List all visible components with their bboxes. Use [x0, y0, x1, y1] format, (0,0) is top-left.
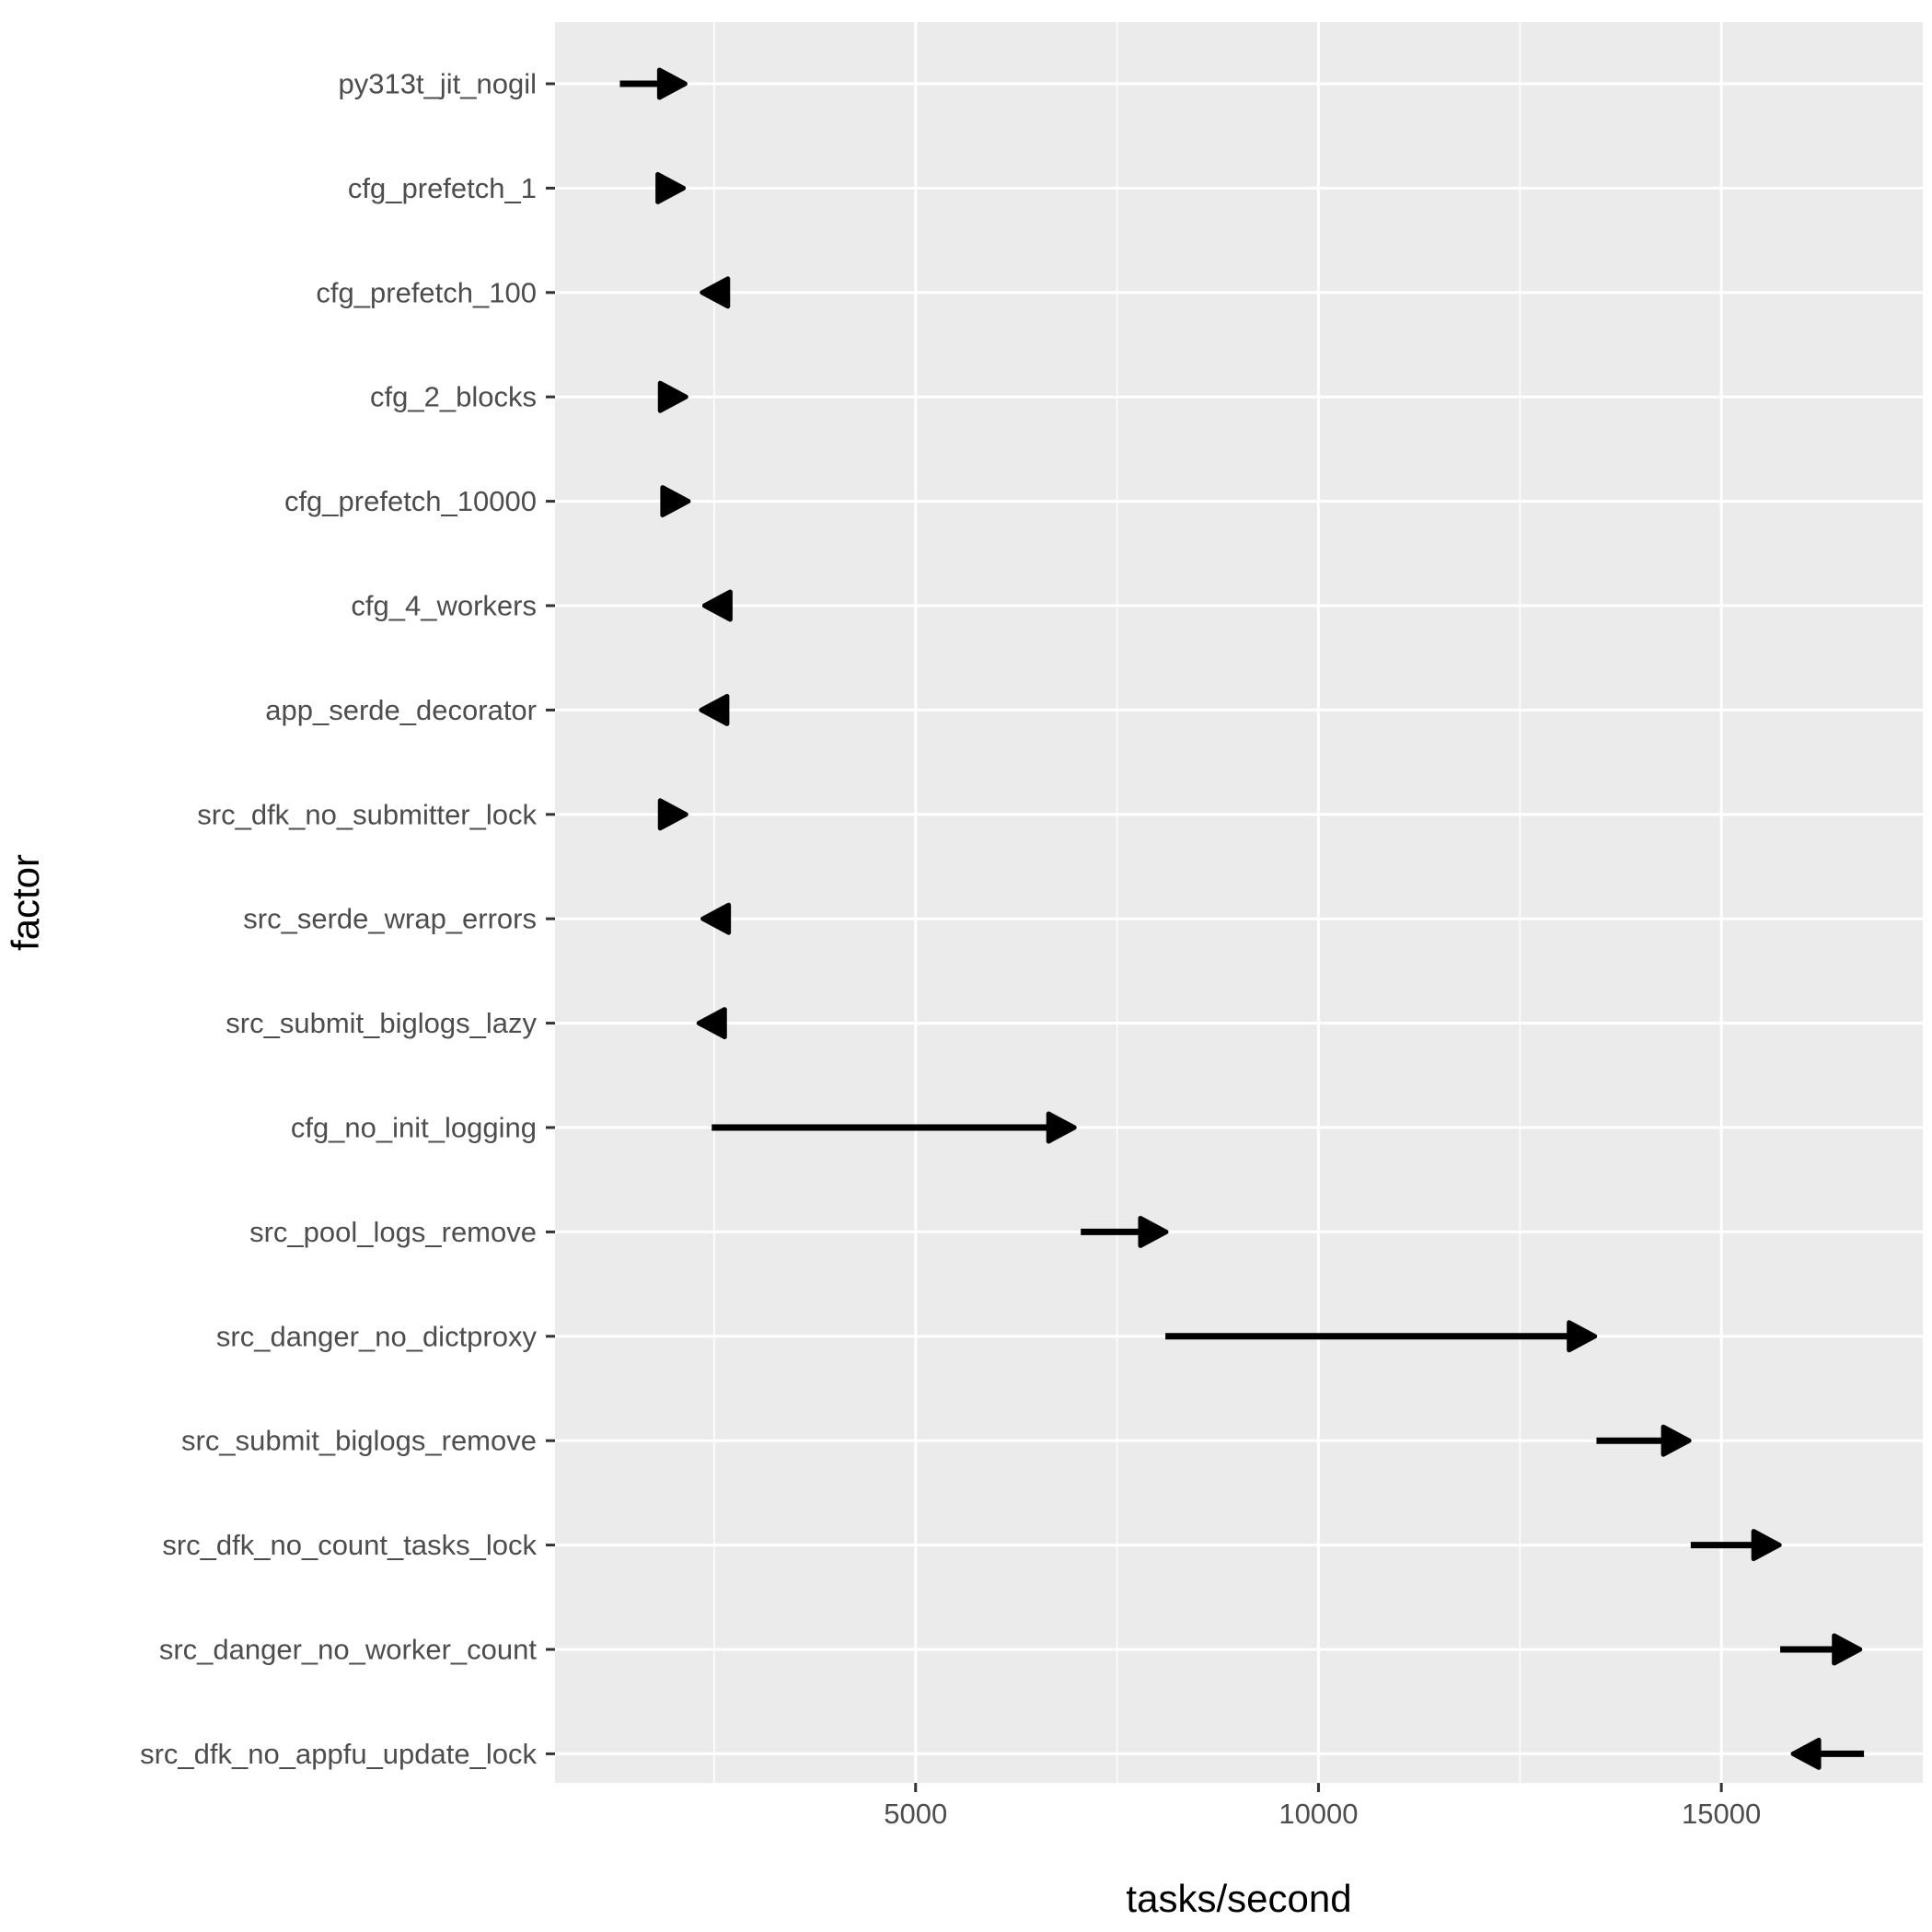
arrow-head — [1751, 1529, 1782, 1562]
arrow-head — [655, 171, 687, 204]
arrow-py313t_jit_nogil — [619, 67, 688, 100]
major-gridlines — [555, 22, 1923, 1783]
x-tick-label: 10000 — [1278, 1798, 1358, 1830]
arrow-cfg_prefetch_1 — [655, 171, 687, 204]
arrow-head — [1138, 1215, 1169, 1248]
y-tick-label: app_serde_decorator — [265, 694, 537, 726]
arrow-cfg_2_blocks — [657, 380, 688, 413]
arrow-cfg_prefetch_10000 — [660, 485, 691, 518]
arrow-cfg_no_init_logging — [711, 1111, 1077, 1144]
y-axis-title: factor — [4, 854, 47, 951]
arrow-head — [657, 380, 688, 413]
y-tick-label: src_submit_biglogs_lazy — [226, 1007, 537, 1039]
y-tick-label: cfg_no_init_logging — [291, 1112, 537, 1144]
y-tick-label: src_submit_biglogs_remove — [181, 1425, 537, 1457]
y-tick-label: src_dfk_no_appfu_update_lock — [140, 1738, 537, 1770]
y-tick-label: src_dfk_no_submitter_lock — [197, 798, 537, 830]
arrow-series — [619, 67, 1865, 1770]
arrow-src_submit_biglogs_remove — [1596, 1424, 1692, 1457]
arrow-src_pool_logs_remove — [1081, 1215, 1169, 1248]
arrow-src_danger_no_worker_count — [1780, 1633, 1863, 1666]
y-tick-label: py313t_jit_nogil — [339, 68, 537, 100]
arrow-head — [700, 902, 732, 935]
y-tick-label: src_danger_no_dictproxy — [216, 1320, 538, 1352]
arrow-cfg_4_workers — [701, 589, 733, 622]
y-tick-label: src_dfk_no_count_tasks_lock — [162, 1529, 537, 1561]
arrow-head — [660, 485, 691, 518]
plot-panel — [555, 22, 1923, 1783]
y-tick-label: src_serde_wrap_errors — [243, 903, 537, 935]
arrow-src_dfk_no_submitter_lock — [657, 798, 688, 831]
y-tick-label: cfg_prefetch_1 — [348, 172, 537, 204]
y-tick-label: src_pool_logs_remove — [249, 1216, 537, 1248]
arrow-head — [1046, 1111, 1077, 1144]
x-tick-label: 5000 — [884, 1798, 947, 1830]
arrow-head — [1567, 1320, 1598, 1353]
arrow-src_dfk_no_count_tasks_lock — [1690, 1529, 1782, 1562]
arrow-head — [656, 67, 688, 100]
arrow-head — [700, 276, 731, 309]
arrow-head — [1660, 1424, 1692, 1457]
arrow-src_dfk_no_appfu_update_lock — [1790, 1737, 1865, 1770]
arrow-src_submit_biglogs_lazy — [696, 1007, 727, 1040]
x-axis-title: tasks/second — [1126, 1877, 1351, 1920]
arrow-head — [657, 798, 688, 831]
y-tick-label: cfg_4_workers — [351, 590, 537, 622]
arrow-app_serde_decorator — [699, 693, 730, 726]
arrow-src_serde_wrap_errors — [700, 902, 732, 935]
arrow-src_danger_no_dictproxy — [1165, 1320, 1598, 1353]
x-axis: 5000 10000 15000 — [884, 1783, 1761, 1830]
arrow-head — [1790, 1737, 1822, 1770]
arrow-head — [1832, 1633, 1863, 1666]
x-tick-label: 15000 — [1682, 1798, 1761, 1830]
minor-gridlines — [713, 22, 1521, 1783]
y-tick-label: src_danger_no_worker_count — [159, 1634, 538, 1666]
arrow-head — [696, 1007, 727, 1040]
y-tick-label: cfg_prefetch_100 — [316, 276, 537, 308]
arrow-cfg_prefetch_100 — [700, 276, 731, 309]
y-axis: py313t_jit_nogil cfg_prefetch_1 cfg_prefet… — [140, 68, 555, 1770]
y-tick-label: cfg_prefetch_10000 — [284, 485, 537, 517]
y-tick-label: cfg_2_blocks — [370, 381, 537, 413]
arrow-head — [701, 589, 733, 622]
arrow-head — [699, 693, 730, 726]
